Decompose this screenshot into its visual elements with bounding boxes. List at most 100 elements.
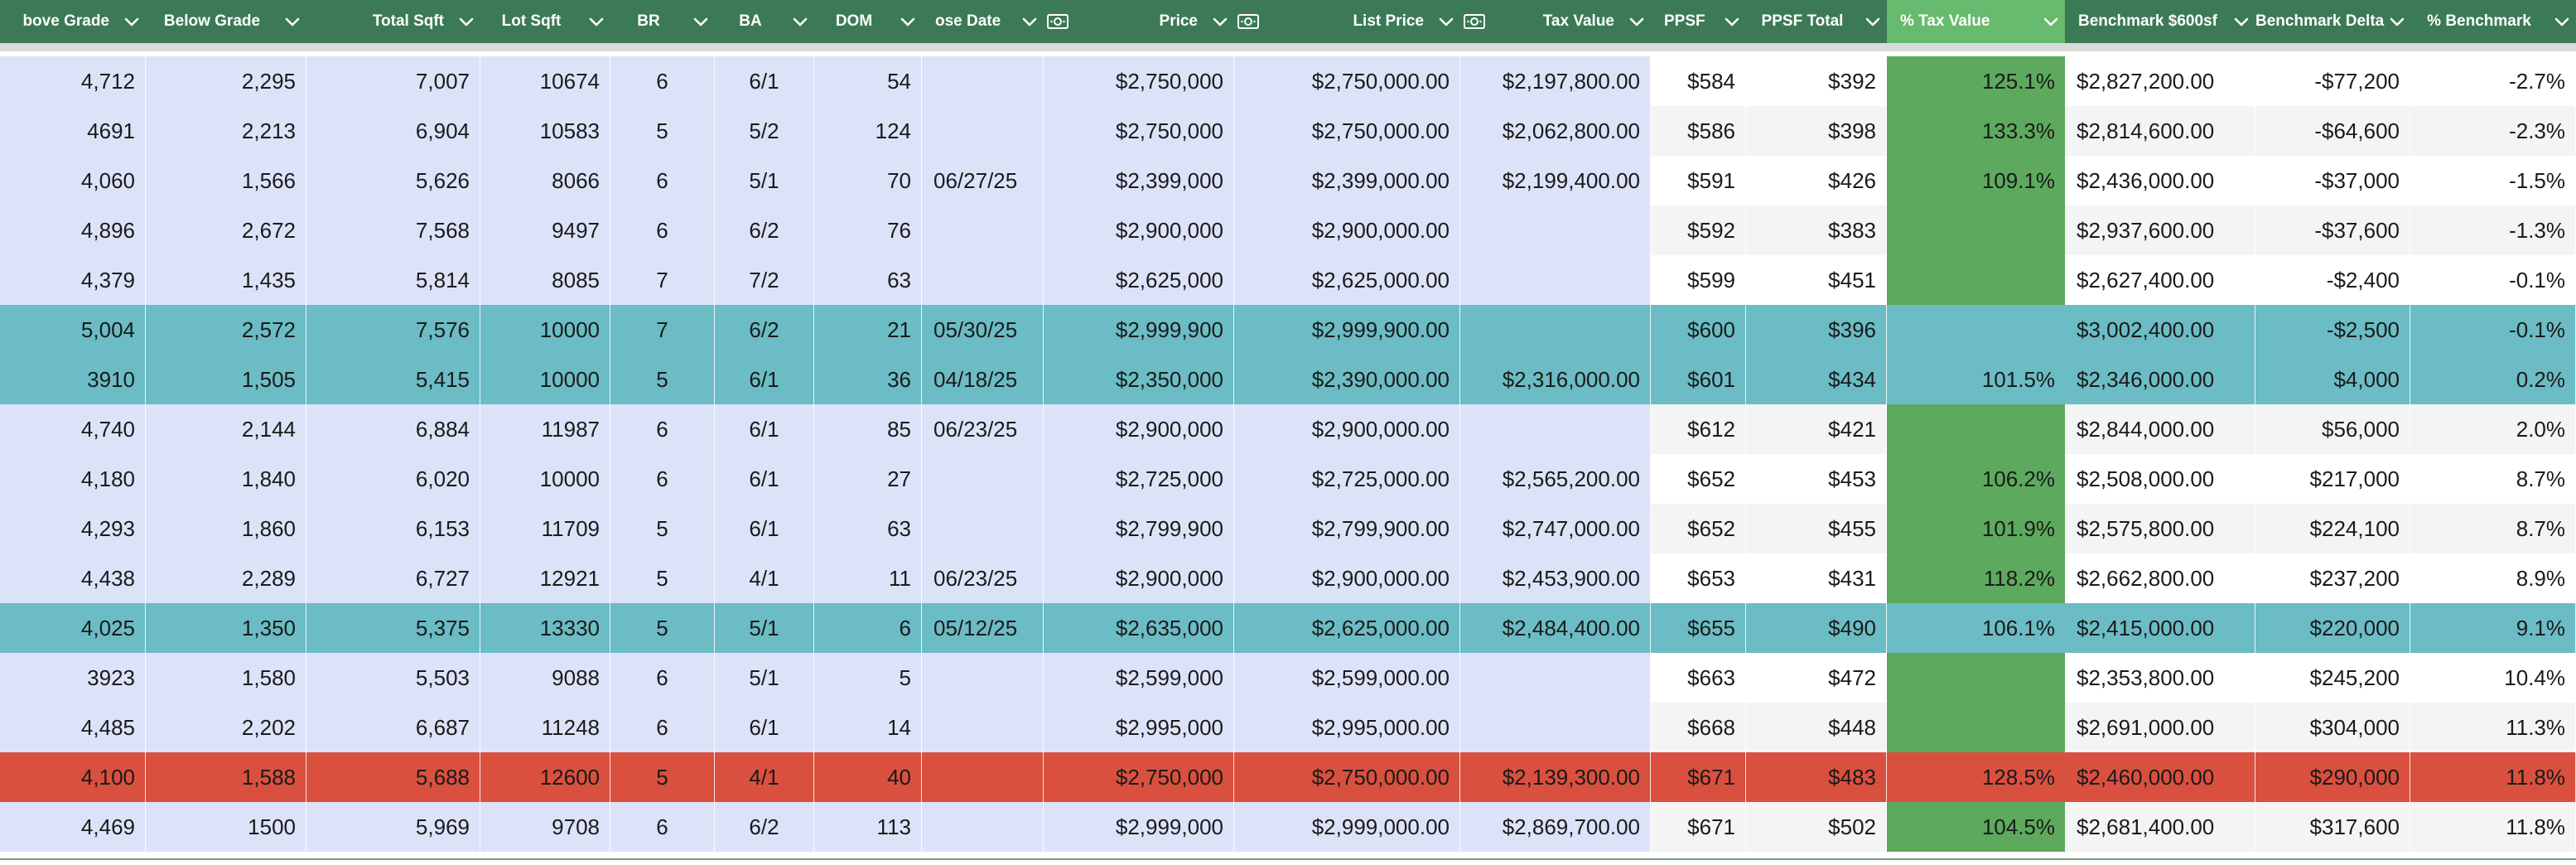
cell-below-grade[interactable]: 1,566: [146, 156, 306, 205]
chevron-down-icon[interactable]: [118, 0, 146, 43]
table-row[interactable]: 4,180 1,840 6,020 10000 6 6/1 27 $2,725,000 $2,7…: [0, 454, 2576, 504]
cell-benchmark-delta[interactable]: $237,200: [2255, 553, 2410, 603]
cell-br[interactable]: 5: [610, 752, 715, 802]
cell-list-price[interactable]: $2,995,000.00: [1234, 703, 1460, 752]
cell-bove-grade[interactable]: 4,485: [0, 703, 146, 752]
cell-benchmark[interactable]: 0.2%: [2410, 355, 2576, 404]
cell-tax-value[interactable]: 133.3%: [1887, 106, 2065, 156]
column-header-bove-grade[interactable]: bove Grade: [0, 0, 146, 43]
cell-br[interactable]: 6: [610, 703, 715, 752]
cell-ose-date[interactable]: [922, 752, 1044, 802]
cell-ppsf[interactable]: $591: [1651, 156, 1746, 205]
cell-ose-date[interactable]: 05/30/25: [922, 305, 1044, 355]
cell-ppsf[interactable]: $671: [1651, 752, 1746, 802]
column-header-tax-value[interactable]: % Tax Value: [1887, 0, 2065, 43]
cell-ppsf[interactable]: $655: [1651, 603, 1746, 653]
chevron-down-icon[interactable]: [786, 0, 814, 43]
cell-lot-sqft[interactable]: 11987: [480, 404, 610, 454]
cell-lot-sqft[interactable]: 9708: [480, 802, 610, 852]
cell-ose-date[interactable]: [922, 504, 1044, 553]
cell-tax-value[interactable]: [1460, 205, 1651, 255]
table-row[interactable]: 4,379 1,435 5,814 8085 7 7/2 63 $2,625,000 $2,62…: [0, 255, 2576, 305]
table-row[interactable]: 4,712 2,295 7,007 10674 6 6/1 54 $2,750,000 $2,7…: [0, 56, 2576, 106]
cell-price[interactable]: $2,999,000: [1044, 802, 1234, 852]
cell-br[interactable]: 5: [610, 355, 715, 404]
cell-benchmark-600sf[interactable]: $2,575,800.00: [2065, 504, 2255, 553]
cell-benchmark-600sf[interactable]: $2,508,000.00: [2065, 454, 2255, 504]
cell-below-grade[interactable]: 2,202: [146, 703, 306, 752]
cell-bove-grade[interactable]: 3923: [0, 653, 146, 703]
cell-benchmark-delta[interactable]: -$77,200: [2255, 56, 2410, 106]
cell-ba[interactable]: 5/1: [715, 156, 814, 205]
chevron-down-icon[interactable]: [2548, 0, 2576, 43]
cell-benchmark[interactable]: -1.5%: [2410, 156, 2576, 205]
cell-bove-grade[interactable]: 4,060: [0, 156, 146, 205]
cell-benchmark[interactable]: 11.8%: [2410, 752, 2576, 802]
chevron-down-icon[interactable]: [1015, 0, 1044, 43]
cell-benchmark-600sf[interactable]: $2,681,400.00: [2065, 802, 2255, 852]
chevron-down-icon[interactable]: [1206, 0, 1234, 43]
cell-dom[interactable]: 5: [814, 653, 922, 703]
cell-total-sqft[interactable]: 5,688: [306, 752, 480, 802]
cell-ba[interactable]: 5/1: [715, 653, 814, 703]
cell-ppsf[interactable]: $652: [1651, 454, 1746, 504]
cell-list-price[interactable]: $2,799,900.00: [1234, 504, 1460, 553]
cell-benchmark-delta[interactable]: $245,200: [2255, 653, 2410, 703]
table-row[interactable]: 4,060 1,566 5,626 8066 6 5/1 70 06/27/25 $2,399,…: [0, 156, 2576, 205]
column-header-tax-value[interactable]: Tax Value: [1460, 0, 1651, 43]
cell-benchmark-delta[interactable]: -$2,400: [2255, 255, 2410, 305]
cell-ppsf-total[interactable]: $421: [1746, 404, 1887, 454]
cell-bove-grade[interactable]: 4,712: [0, 56, 146, 106]
cell-list-price[interactable]: $2,900,000.00: [1234, 205, 1460, 255]
cell-ba[interactable]: 4/1: [715, 553, 814, 603]
cell-dom[interactable]: 54: [814, 56, 922, 106]
cell-ppsf[interactable]: $586: [1651, 106, 1746, 156]
cell-lot-sqft[interactable]: 11248: [480, 703, 610, 752]
cell-benchmark[interactable]: -0.1%: [2410, 255, 2576, 305]
cell-tax-value[interactable]: $2,316,000.00: [1460, 355, 1651, 404]
cell-dom[interactable]: 113: [814, 802, 922, 852]
cell-total-sqft[interactable]: 6,904: [306, 106, 480, 156]
cell-benchmark[interactable]: 10.4%: [2410, 653, 2576, 703]
column-header-total-sqft[interactable]: Total Sqft: [306, 0, 480, 43]
cell-list-price[interactable]: $2,725,000.00: [1234, 454, 1460, 504]
cell-tax-value[interactable]: $2,747,000.00: [1460, 504, 1651, 553]
cell-ose-date[interactable]: [922, 205, 1044, 255]
cell-ppsf[interactable]: $668: [1651, 703, 1746, 752]
cell-price[interactable]: $2,350,000: [1044, 355, 1234, 404]
cell-list-price[interactable]: $2,999,900.00: [1234, 305, 1460, 355]
cell-list-price[interactable]: $2,625,000.00: [1234, 255, 1460, 305]
cell-ppsf-total[interactable]: $451: [1746, 255, 1887, 305]
cell-price[interactable]: $2,900,000: [1044, 205, 1234, 255]
cell-benchmark-delta[interactable]: -$2,500: [2255, 305, 2410, 355]
cell-benchmark-600sf[interactable]: $2,627,400.00: [2065, 255, 2255, 305]
cell-br[interactable]: 6: [610, 404, 715, 454]
cell-benchmark-600sf[interactable]: $2,662,800.00: [2065, 553, 2255, 603]
cell-ose-date[interactable]: [922, 703, 1044, 752]
cell-ose-date[interactable]: [922, 106, 1044, 156]
cell-tax-value[interactable]: 104.5%: [1887, 802, 2065, 852]
cell-tax-value[interactable]: 101.9%: [1887, 504, 2065, 553]
cell-price[interactable]: $2,725,000: [1044, 454, 1234, 504]
cell-ppsf-total[interactable]: $434: [1746, 355, 1887, 404]
cell-ba[interactable]: 6/2: [715, 802, 814, 852]
cell-dom[interactable]: 70: [814, 156, 922, 205]
cell-tax-value[interactable]: $2,453,900.00: [1460, 553, 1651, 603]
cell-tax-value[interactable]: $2,484,400.00: [1460, 603, 1651, 653]
chevron-down-icon[interactable]: [278, 0, 306, 43]
cell-below-grade[interactable]: 1,435: [146, 255, 306, 305]
cell-below-grade[interactable]: 2,289: [146, 553, 306, 603]
cell-lot-sqft[interactable]: 9497: [480, 205, 610, 255]
cell-lot-sqft[interactable]: 13330: [480, 603, 610, 653]
cell-benchmark-delta[interactable]: -$37,600: [2255, 205, 2410, 255]
cell-benchmark[interactable]: 9.1%: [2410, 603, 2576, 653]
chevron-down-icon[interactable]: [2037, 0, 2065, 43]
table-row[interactable]: 4,293 1,860 6,153 11709 5 6/1 63 $2,799,900 $2,7…: [0, 504, 2576, 553]
column-header-dom[interactable]: DOM: [814, 0, 922, 43]
chevron-down-icon[interactable]: [1718, 0, 1746, 43]
cell-price[interactable]: $2,750,000: [1044, 752, 1234, 802]
cell-br[interactable]: 7: [610, 305, 715, 355]
cell-benchmark-delta[interactable]: $304,000: [2255, 703, 2410, 752]
cell-price[interactable]: $2,999,900: [1044, 305, 1234, 355]
cell-ppsf-total[interactable]: $448: [1746, 703, 1887, 752]
